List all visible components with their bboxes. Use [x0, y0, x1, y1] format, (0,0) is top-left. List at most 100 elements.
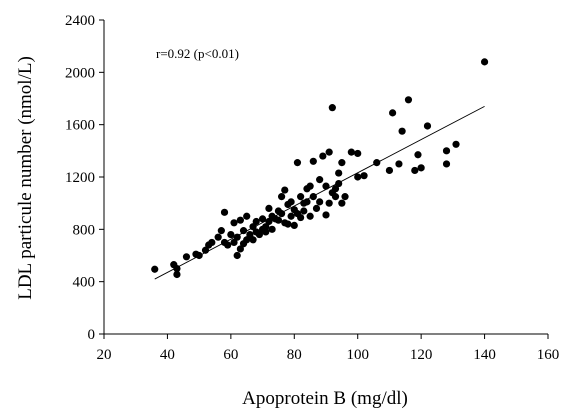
y-ticks: 0 400 800 1200 1600 2000 2400 — [65, 13, 104, 343]
data-point — [316, 198, 324, 206]
data-point — [300, 207, 308, 215]
y-tick-label: 400 — [73, 275, 96, 291]
data-point — [214, 233, 222, 241]
data-point — [227, 230, 235, 239]
y-tick-label: 1200 — [65, 170, 95, 186]
data-point — [208, 238, 216, 247]
data-point — [220, 208, 229, 216]
data-point — [442, 160, 451, 168]
data-point — [173, 264, 181, 273]
data-point — [262, 223, 270, 231]
data-point — [297, 193, 305, 201]
data-point — [316, 176, 324, 184]
data-point — [182, 253, 191, 261]
data-point — [347, 148, 355, 156]
data-point — [293, 159, 302, 167]
data-point — [201, 246, 210, 254]
x-axis-title: Apoprotein B (mg/dl) — [242, 388, 408, 409]
data-point — [338, 199, 346, 207]
data-point — [385, 166, 394, 175]
data-point — [331, 185, 340, 193]
data-point — [236, 216, 244, 224]
data-point — [335, 179, 343, 188]
data-point — [195, 251, 203, 260]
data-point — [249, 223, 257, 231]
x-tick-label: 140 — [473, 347, 496, 363]
data-point — [262, 228, 270, 236]
y-axis-title: LDL particule number (nmol/L) — [15, 56, 36, 300]
x-tick-label: 40 — [160, 347, 175, 363]
data-point — [258, 215, 267, 223]
x-tick-label: 60 — [223, 347, 238, 363]
x-tick-label: 20 — [97, 347, 112, 363]
data-point — [354, 173, 362, 181]
trend-line — [154, 105, 485, 280]
data-point — [233, 251, 241, 260]
data-point — [284, 220, 292, 228]
data-point — [404, 96, 413, 104]
y-tick-label: 2400 — [65, 13, 95, 29]
data-point — [151, 265, 159, 273]
data-point — [281, 186, 289, 194]
data-point — [265, 217, 273, 226]
data-point — [341, 193, 349, 201]
data-point — [278, 193, 286, 201]
data-point — [411, 166, 419, 175]
data-point — [395, 160, 403, 168]
data-point — [312, 204, 321, 212]
data-point — [414, 151, 422, 159]
data-point — [290, 221, 298, 230]
data-point — [249, 236, 257, 244]
data-point — [319, 152, 327, 160]
data-point — [423, 122, 432, 130]
data-point — [373, 159, 381, 167]
data-point — [354, 149, 362, 158]
data-point — [309, 157, 317, 165]
data-point — [233, 233, 241, 241]
x-tick-label: 120 — [410, 347, 433, 363]
data-point — [297, 213, 305, 222]
data-point — [452, 140, 460, 148]
data-point — [325, 199, 333, 207]
data-point — [303, 198, 311, 206]
data-point — [328, 104, 336, 112]
data-point — [338, 159, 346, 167]
data-point — [217, 227, 225, 235]
data-point — [252, 217, 260, 226]
data-point — [268, 225, 276, 233]
data-point — [322, 211, 330, 219]
x-tick-label: 80 — [287, 347, 302, 363]
y-tick-label: 800 — [73, 222, 96, 238]
data-point — [173, 270, 181, 279]
axes — [103, 20, 548, 335]
data-point — [278, 210, 286, 218]
data-point — [442, 147, 451, 155]
x-ticks: 20 40 60 80 100 120 140 160 — [97, 334, 560, 363]
data-point — [287, 198, 295, 206]
data-point — [417, 164, 425, 172]
x-tick-label: 100 — [346, 347, 369, 363]
data-point — [389, 109, 397, 117]
data-point — [224, 241, 232, 249]
data-point — [306, 182, 314, 190]
data-point — [331, 193, 340, 201]
data-point — [230, 238, 238, 247]
data-point — [230, 219, 238, 227]
data-point — [360, 172, 368, 180]
data-point — [274, 216, 283, 224]
data-point — [306, 212, 314, 220]
y-tick-label: 0 — [88, 327, 96, 343]
correlation-annotation: r=0.92 (p<0.01) — [156, 46, 239, 61]
data-point — [398, 127, 406, 135]
data-point — [322, 182, 330, 190]
data-point — [265, 204, 273, 212]
data-point — [325, 148, 333, 156]
data-points — [151, 58, 489, 279]
data-point — [243, 212, 251, 220]
data-point — [335, 169, 343, 177]
data-point — [255, 230, 263, 239]
y-tick-label: 1600 — [65, 118, 95, 134]
data-point — [287, 212, 295, 220]
x-tick-label: 160 — [537, 347, 560, 363]
